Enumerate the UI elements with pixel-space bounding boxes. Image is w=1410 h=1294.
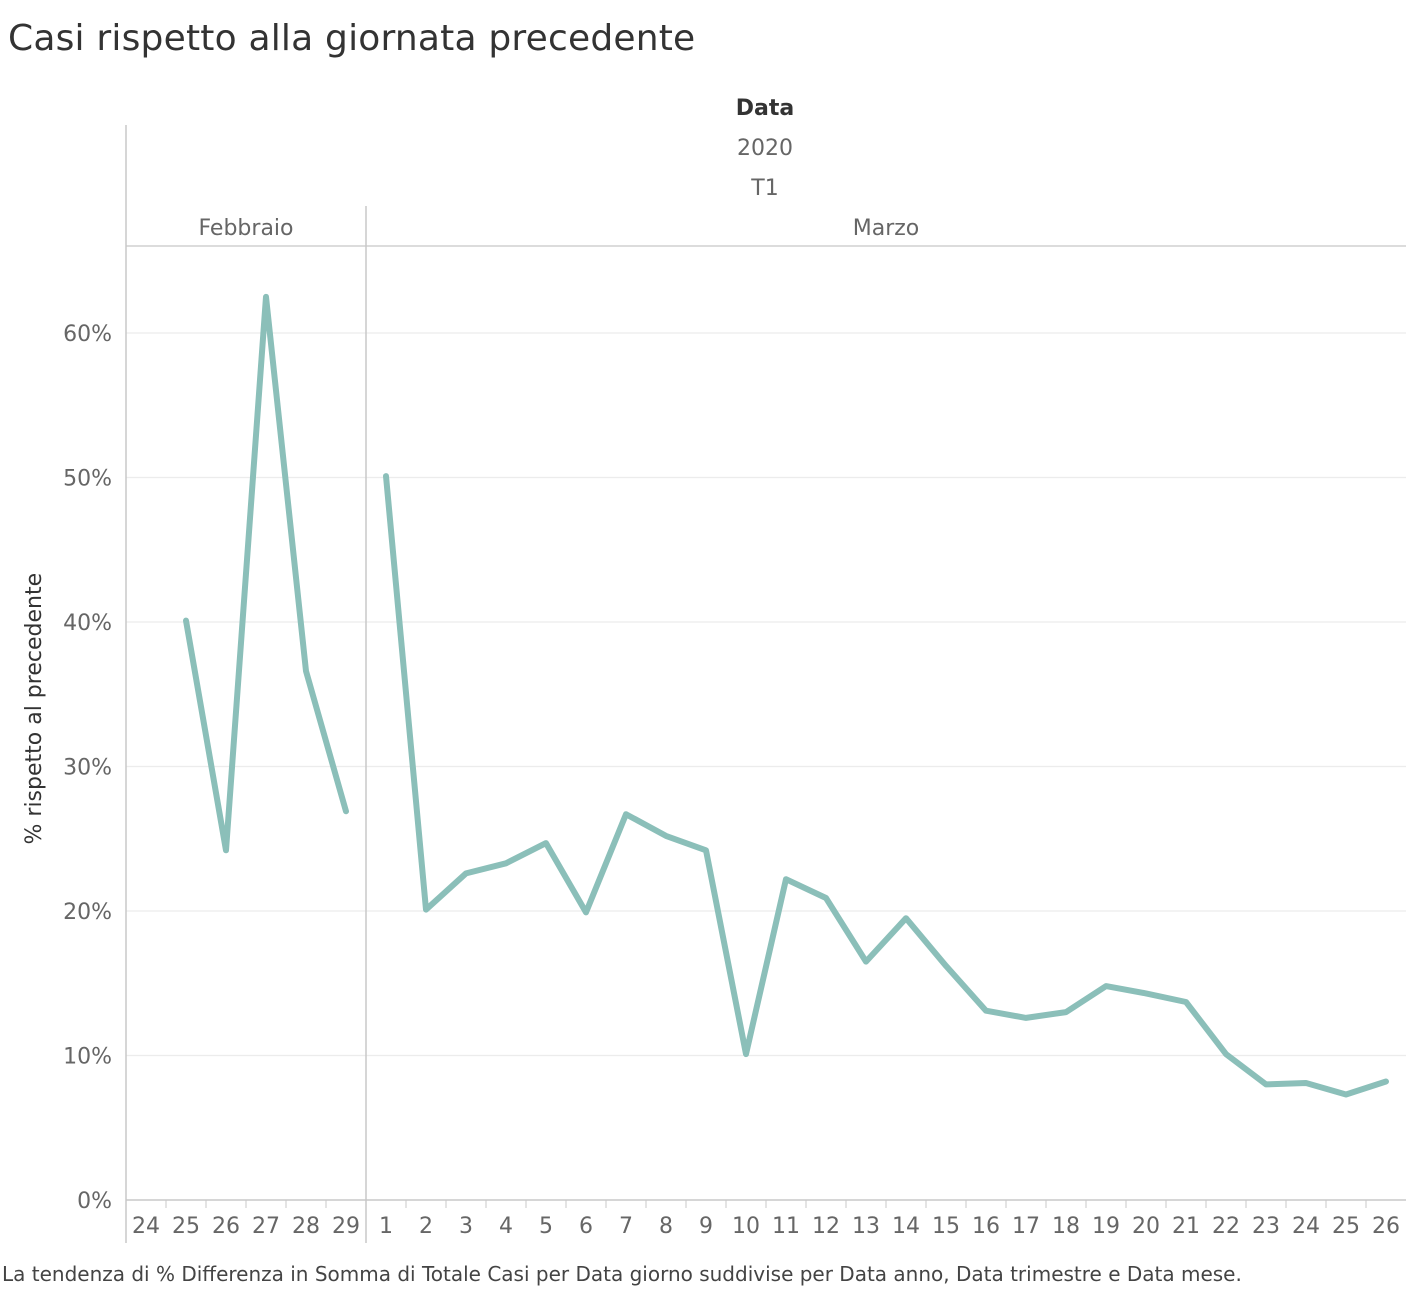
x-tick-label: 24 (1292, 1214, 1320, 1239)
x-tick-label: 26 (1372, 1214, 1400, 1239)
x-tick-label: 8 (659, 1214, 673, 1239)
data-point (1384, 1079, 1388, 1084)
x-tick-label: 23 (1252, 1214, 1280, 1239)
x-tick-label: 2 (419, 1214, 433, 1239)
x-tick-label: 13 (852, 1214, 880, 1239)
chart-title: Casi rispetto alla giornata precedente (8, 18, 696, 59)
x-tick-label: 27 (252, 1214, 280, 1239)
y-tick-label: 20% (63, 900, 112, 925)
x-tick-label: 5 (539, 1214, 553, 1239)
data-point (1104, 984, 1108, 989)
data-point (344, 809, 348, 814)
x-tick-label: 20 (1132, 1214, 1160, 1239)
data-point (424, 907, 428, 912)
header-field: Data (736, 96, 794, 121)
data-point (1144, 991, 1148, 996)
month-label: Febbraio (198, 216, 293, 241)
data-point (904, 916, 908, 921)
x-tick-label: 25 (1332, 1214, 1360, 1239)
header-year: 2020 (737, 136, 793, 161)
x-tick-label: 10 (732, 1214, 760, 1239)
gridlines (126, 332, 1406, 1057)
x-tick-label: 26 (212, 1214, 240, 1239)
x-tick-label: 14 (892, 1214, 920, 1239)
y-tick-label: 60% (63, 322, 112, 347)
series-line-febbraio (183, 293, 349, 854)
data-point (304, 669, 308, 674)
x-tick-label: 29 (332, 1214, 360, 1239)
data-point (824, 895, 828, 900)
data-point (704, 848, 708, 853)
x-axis: 24 25 26 27 28 29 1 2 3 4 5 6 7 8 9 10 11 12 13 14 15 16 17 18 1… (132, 1200, 1400, 1239)
y-tick-label: 30% (63, 756, 112, 781)
y-tick-label: 50% (63, 467, 112, 492)
month-label: Marzo (853, 216, 920, 241)
chart-caption: La tendenza di % Differenza in Somma di … (2, 1262, 1242, 1286)
x-tick-label: 9 (699, 1214, 713, 1239)
y-tick-label: 0% (77, 1189, 112, 1214)
data-point (1304, 1080, 1308, 1085)
data-point (944, 963, 948, 968)
data-point (624, 812, 628, 817)
x-tick-label: 24 (132, 1214, 160, 1239)
y-axis: % rispetto al precedente 0% 10% 20% 30% 40% 50… (22, 322, 112, 1214)
x-tick-label: 1 (379, 1214, 393, 1239)
x-tick-label: 6 (579, 1214, 593, 1239)
data-point (264, 294, 268, 299)
data-point (744, 1052, 748, 1057)
data-point (1224, 1052, 1228, 1057)
data-point (504, 861, 508, 866)
x-tick-label: 25 (172, 1214, 200, 1239)
x-tick-label: 7 (619, 1214, 633, 1239)
data-point (464, 871, 468, 876)
data-point (1184, 1000, 1188, 1005)
chart-frame (125, 125, 1406, 1243)
y-tick-label: 10% (63, 1045, 112, 1070)
line-chart: Data 2020 T1 Febbraio Marzo % rispetto al pr… (22, 96, 1406, 1243)
data-point (184, 618, 188, 623)
x-tick-label: 21 (1172, 1214, 1200, 1239)
data-point (584, 910, 588, 915)
series-lines (183, 293, 1389, 1098)
data-point (1024, 1015, 1028, 1020)
x-tick-label: 16 (972, 1214, 1000, 1239)
header-quarter: T1 (750, 176, 778, 201)
data-point (384, 474, 388, 479)
series-line-marzo (383, 473, 1389, 1098)
data-point (984, 1008, 988, 1013)
data-point (224, 848, 228, 853)
x-tick-label: 22 (1212, 1214, 1240, 1239)
column-headers: Data 2020 T1 Febbraio Marzo (198, 96, 919, 241)
x-tick-label: 15 (932, 1214, 960, 1239)
data-point (544, 841, 548, 846)
x-tick-label: 18 (1052, 1214, 1080, 1239)
data-point (1344, 1092, 1348, 1097)
x-tick-label: 12 (812, 1214, 840, 1239)
x-tick-label: 17 (1012, 1214, 1040, 1239)
data-point (1264, 1082, 1268, 1087)
x-tick-label: 4 (499, 1214, 513, 1239)
y-axis-title: % rispetto al precedente (22, 573, 47, 845)
x-tick-label: 3 (459, 1214, 473, 1239)
x-tick-label: 19 (1092, 1214, 1120, 1239)
x-tick-label: 11 (772, 1214, 800, 1239)
y-tick-label: 40% (63, 611, 112, 636)
data-point (864, 959, 868, 964)
data-point (784, 877, 788, 882)
data-point (1064, 1010, 1068, 1015)
data-point (664, 833, 668, 838)
x-tick-label: 28 (292, 1214, 320, 1239)
